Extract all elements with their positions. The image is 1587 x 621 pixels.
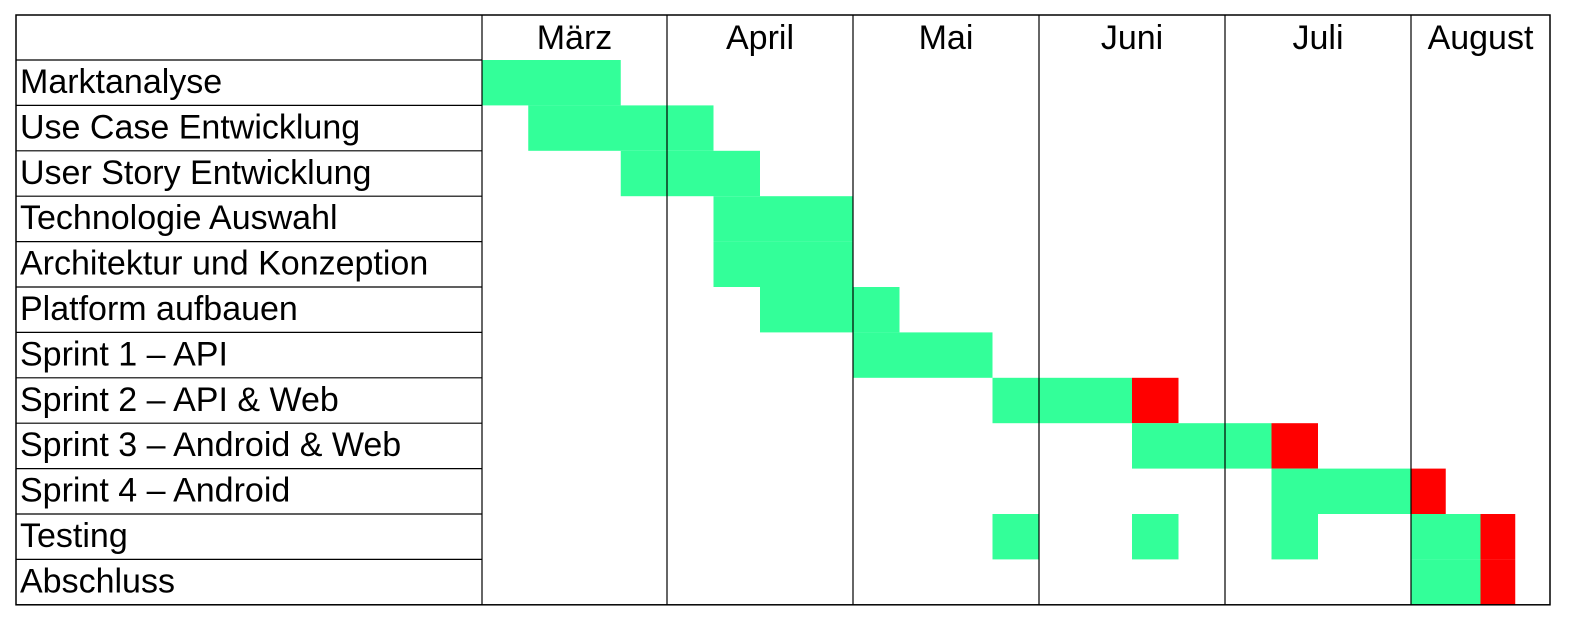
gantt-bar: [620, 150, 760, 197]
gantt-labels: März April Mai Juni Juli August Marktanalyse Us…: [20, 19, 1534, 600]
task-label: Marktanalyse: [20, 63, 222, 101]
gantt-bar: [1411, 514, 1481, 560]
month-label: Mai: [919, 19, 974, 57]
gantt-bar: [1132, 423, 1272, 469]
task-label: Sprint 2 – API & Web: [20, 381, 339, 419]
task-label: Testing: [20, 517, 128, 555]
gantt-bars: [482, 60, 1516, 605]
gantt-bar: [528, 105, 714, 151]
task-label: Platform aufbauen: [20, 290, 298, 328]
gantt-grid: [15, 14, 1551, 606]
task-label: Sprint 1 – API: [20, 335, 228, 373]
gantt-bar: [1271, 468, 1411, 514]
task-label: Abschluss: [20, 562, 175, 600]
gantt-bar: [992, 377, 1132, 424]
gantt-bar: [760, 287, 900, 333]
month-label: Juni: [1101, 19, 1163, 57]
table-border: [15, 14, 1551, 606]
task-label: Sprint 3 – Android & Web: [20, 426, 401, 464]
task-label: Sprint 4 – Android: [20, 472, 290, 510]
gantt-bar-buffer: [1411, 468, 1446, 514]
gantt-bar-buffer: [1132, 377, 1179, 424]
gantt-bar-buffer: [1271, 423, 1318, 469]
gantt-bar: [992, 514, 1039, 560]
gantt-bar: [713, 196, 853, 242]
gantt-bar: [1132, 514, 1179, 560]
task-label: Architektur und Konzeption: [20, 245, 428, 283]
gantt-bar: [1411, 559, 1481, 605]
month-label: Juli: [1292, 19, 1343, 57]
gantt-bar: [713, 241, 853, 287]
gantt-bar: [1271, 514, 1318, 560]
month-label: März: [537, 19, 613, 57]
task-label: User Story Entwicklung: [20, 154, 371, 192]
gantt-bar: [482, 60, 621, 106]
month-label: August: [1428, 19, 1534, 57]
task-label: Use Case Entwicklung: [20, 108, 360, 146]
gantt-bar-buffer: [1480, 514, 1516, 560]
gantt-bar-buffer: [1480, 559, 1516, 605]
task-label: Technologie Auswahl: [20, 199, 338, 237]
month-label: April: [726, 19, 794, 57]
gantt-bar: [853, 332, 993, 378]
